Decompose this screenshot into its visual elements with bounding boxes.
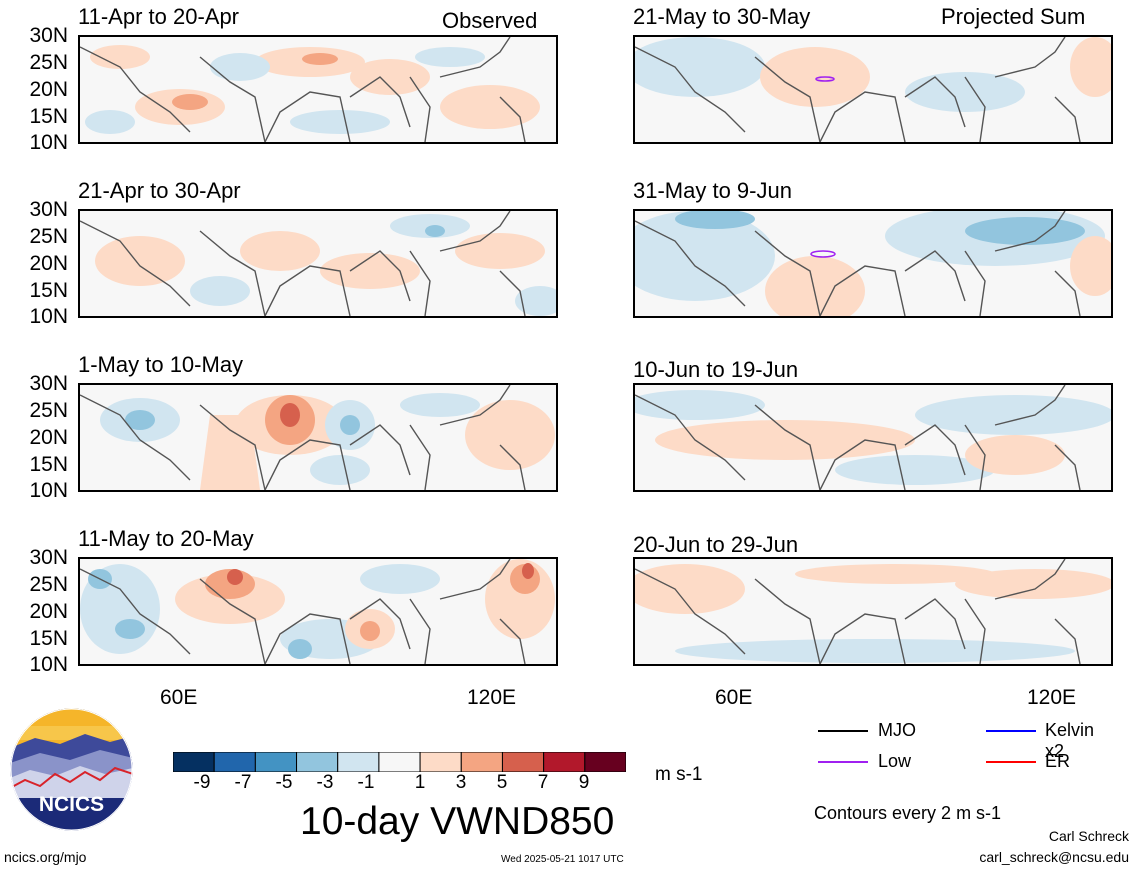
legend-label-er: ER — [1045, 751, 1071, 771]
colorbar — [172, 751, 627, 773]
lat-label: 15N — [29, 105, 68, 128]
lat-label: 20N — [29, 252, 68, 275]
lat-label: 15N — [29, 627, 68, 650]
panel-title: 11-Apr to 20-Apr — [78, 4, 240, 29]
colorbar-swatch — [172, 751, 215, 773]
lat-label: 10N — [29, 305, 68, 328]
colorbar-tick: -9 — [193, 772, 211, 793]
colorbar-tick: -1 — [357, 772, 375, 793]
colorbar-swatch — [213, 751, 256, 773]
logo-text: NCICS — [39, 793, 104, 816]
map-panel-projected-2 — [633, 209, 1113, 318]
legend-line-er — [986, 761, 1036, 763]
lat-label: 25N — [29, 573, 68, 596]
map-panel-projected-1 — [633, 35, 1113, 144]
colorbar-tick: -3 — [316, 772, 334, 793]
lon-label: 120E — [467, 686, 517, 709]
website-link[interactable]: ncics.org/mjo — [4, 849, 87, 865]
lat-label: 10N — [29, 131, 68, 154]
map-panel-observed-4 — [78, 557, 558, 666]
legend-label-mjo: MJO — [878, 720, 916, 740]
colorbar-swatch — [254, 751, 298, 773]
colorbar-swatches — [172, 751, 627, 773]
lat-label: 15N — [29, 453, 68, 476]
panel-title: 10-Jun to 19-Jun — [633, 357, 799, 382]
lat-label: 30N — [29, 198, 68, 221]
map-panel-projected-4 — [633, 557, 1113, 666]
observed-header: Observed — [442, 8, 538, 33]
lat-label: 10N — [29, 479, 68, 502]
colorbar-swatch — [543, 751, 586, 773]
colorbar-tick: 7 — [537, 772, 549, 793]
legend: MJO Kelvin x2 Low ER — [818, 720, 1118, 780]
lat-label: 10N — [29, 653, 68, 676]
colorbar-swatch — [378, 751, 421, 773]
author: Carl Schreck — [1048, 828, 1129, 844]
colorbar-swatch — [296, 751, 339, 773]
legend-line-low — [818, 761, 868, 763]
legend-label-kelvin: Kelvin x2 — [1045, 720, 1095, 761]
legend-line-mjo — [818, 730, 868, 732]
colorbar-tick: 3 — [455, 772, 467, 793]
contours-note: Contours every 2 m s-1 — [814, 803, 1002, 823]
panel-title: 21-May to 30-May — [633, 4, 811, 29]
colorbar-tick: 9 — [578, 772, 590, 793]
panel-title: 21-Apr to 30-Apr — [78, 178, 241, 203]
map-panel-observed-3 — [78, 383, 558, 492]
timestamp: Wed 2025-05-21 1017 UTC — [501, 854, 624, 865]
lon-label: 60E — [160, 686, 198, 709]
colorbar-swatch — [419, 751, 462, 773]
lat-label: 25N — [29, 51, 68, 74]
colorbar-swatch — [501, 751, 545, 773]
panel-title: 1-May to 10-May — [78, 352, 244, 377]
map-panel-observed-1 — [78, 35, 558, 144]
lat-label: 20N — [29, 426, 68, 449]
colorbar-tick: -5 — [275, 772, 293, 793]
panel-title: 31-May to 9-Jun — [633, 178, 792, 203]
panel-title: 11-May to 20-May — [78, 526, 254, 551]
colorbar-tick: 5 — [496, 772, 508, 793]
lon-label: 60E — [715, 686, 753, 709]
colorbar-ticks: -9 -7 -5 -3 -1 1 3 5 7 9 — [173, 772, 626, 796]
lon-label: 120E — [1027, 686, 1077, 709]
colorbar-swatch — [584, 751, 627, 773]
main-title: 10-day VWND850 — [300, 800, 615, 843]
colorbar-units: m s-1 — [655, 764, 703, 785]
ncics-logo: NCICS — [10, 708, 133, 831]
lat-label: 20N — [29, 600, 68, 623]
projected-sum-header: Projected Sum — [941, 4, 1086, 29]
lat-label: 30N — [29, 372, 68, 395]
lat-label: 30N — [29, 24, 68, 47]
author-email[interactable]: carl_schreck@ncsu.edu — [979, 849, 1129, 865]
colorbar-swatch — [337, 751, 380, 773]
colorbar-tick: -7 — [234, 772, 252, 793]
lat-label: 20N — [29, 78, 68, 101]
legend-line-kelvin — [986, 730, 1036, 732]
map-panel-observed-2 — [78, 209, 558, 318]
lat-label: 30N — [29, 546, 68, 569]
panel-title: 20-Jun to 29-Jun — [633, 532, 799, 557]
lat-label: 15N — [29, 279, 68, 302]
lat-label: 25N — [29, 399, 68, 422]
colorbar-swatch — [460, 751, 503, 773]
colorbar-tick: 1 — [414, 772, 426, 793]
map-panel-projected-3 — [633, 383, 1113, 492]
lat-label: 25N — [29, 225, 68, 248]
legend-label-low: Low — [878, 751, 912, 771]
